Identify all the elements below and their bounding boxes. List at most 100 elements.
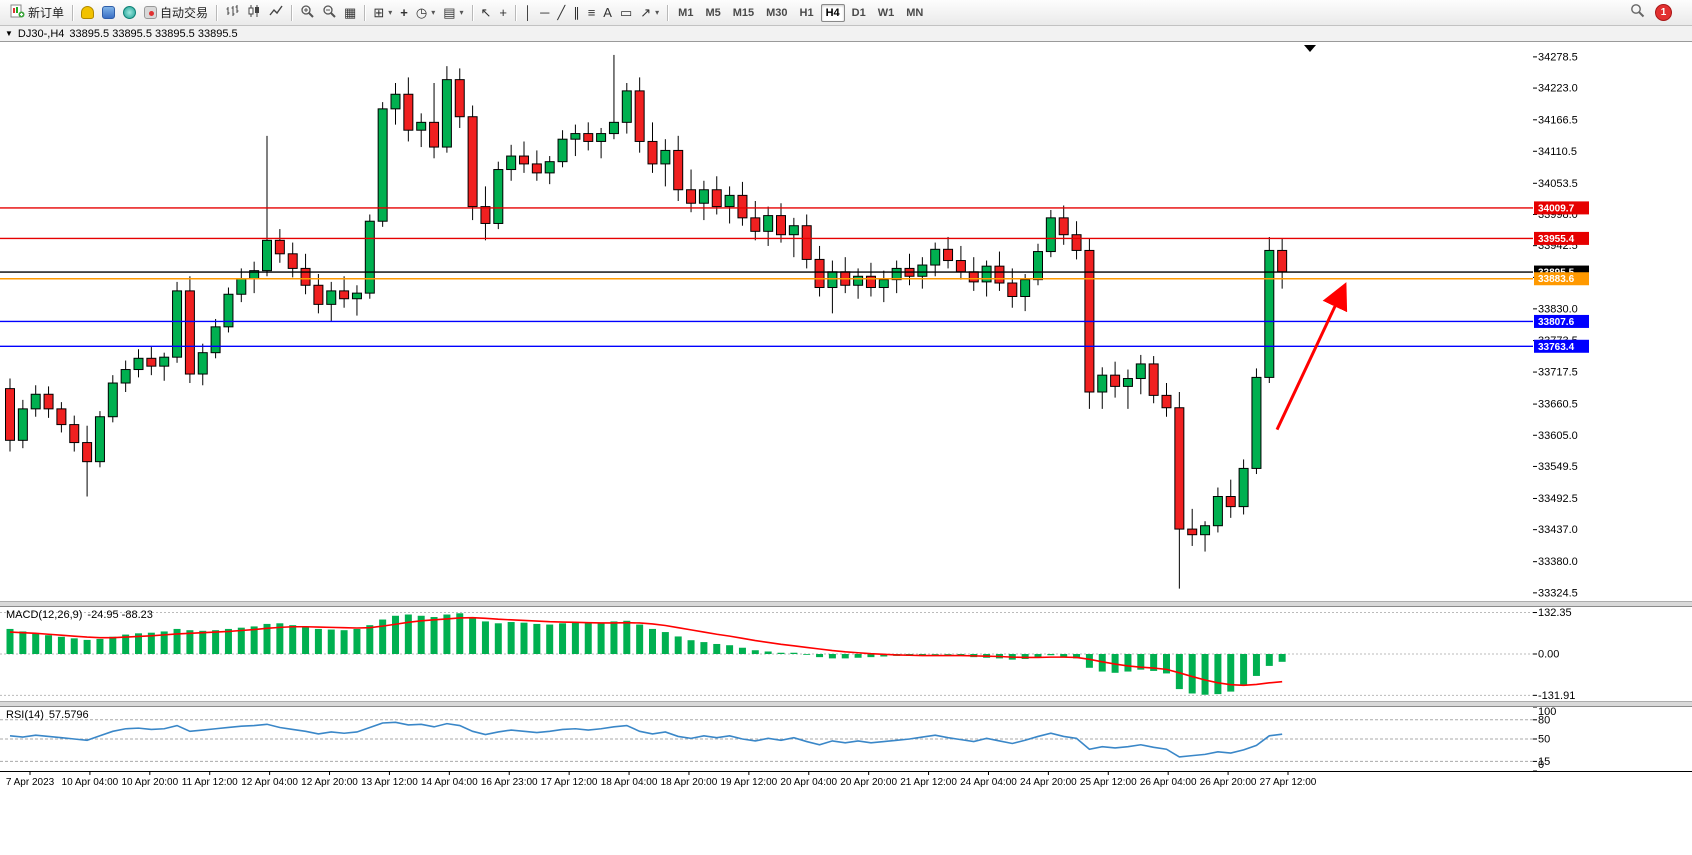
- autotrading-button-label: 自动交易: [160, 6, 209, 20]
- zoom-out-button[interactable]: [319, 3, 339, 23]
- zoom-out-icon: [322, 4, 336, 21]
- periods-button[interactable]: ◷ ▾: [413, 3, 438, 23]
- svg-text:33492.5: 33492.5: [1538, 493, 1578, 505]
- notifications-badge[interactable]: 1: [1655, 4, 1672, 21]
- toolbar-separator: [291, 4, 293, 21]
- vline-button[interactable]: │: [521, 3, 535, 23]
- svg-text:16 Apr 23:00: 16 Apr 23:00: [481, 777, 538, 788]
- channel-button[interactable]: ∥: [570, 3, 583, 23]
- chart-title-symbol: DJ30-,H4: [17, 27, 65, 40]
- search-icon[interactable]: [1630, 3, 1645, 23]
- dropdown-caret-icon: ▾: [459, 8, 464, 17]
- macd-indicator-title[interactable]: MACD(12,26,9) -24.95 -88.23: [6, 609, 153, 621]
- svg-text:12 Apr 20:00: 12 Apr 20:00: [301, 777, 358, 788]
- timeframe-w1-button[interactable]: W1: [877, 6, 895, 19]
- svg-text:33380.0: 33380.0: [1538, 556, 1578, 568]
- main-price-chart[interactable]: 34278.534223.034166.534110.534053.533998…: [0, 42, 1692, 601]
- panel-divider[interactable]: [0, 601, 1692, 607]
- dropdown-caret-icon: ▾: [655, 8, 660, 17]
- svg-text:33605.0: 33605.0: [1538, 430, 1578, 442]
- tile-windows-button[interactable]: ▦: [341, 3, 359, 23]
- timeframe-m1-button[interactable]: M1: [678, 6, 694, 19]
- svg-text:0.00: 0.00: [1538, 649, 1559, 661]
- indicators-button[interactable]: +: [397, 3, 411, 23]
- crosshair-icon: +: [499, 5, 508, 20]
- rsi-indicator-title[interactable]: RSI(14) 57.5796: [6, 709, 89, 721]
- metaeditor-button[interactable]: [78, 3, 97, 23]
- cursor-button[interactable]: ↖: [478, 3, 495, 23]
- line-chart-button[interactable]: [266, 3, 286, 23]
- dropdown-caret-icon: ▾: [431, 8, 436, 17]
- rsi-name: RSI(14): [6, 709, 44, 721]
- add-indicator-icon: +: [400, 5, 408, 20]
- panel-divider[interactable]: [0, 701, 1692, 707]
- toolbar-separator: [364, 4, 366, 21]
- rsi-line: [9, 721, 1283, 758]
- cursor-icon: ↖: [480, 5, 492, 20]
- toolbar-separator: [471, 4, 473, 21]
- svg-text:100: 100: [1538, 707, 1556, 718]
- svg-text:14 Apr 04:00: 14 Apr 04:00: [421, 777, 478, 788]
- svg-text:33549.5: 33549.5: [1538, 461, 1578, 473]
- svg-text:33324.5: 33324.5: [1538, 587, 1578, 599]
- svg-text:33830.0: 33830.0: [1538, 303, 1578, 315]
- toolbar-separator: [216, 4, 218, 21]
- text-button[interactable]: A: [600, 3, 615, 23]
- svg-text:10 Apr 04:00: 10 Apr 04:00: [62, 777, 119, 788]
- new-order-icon: [10, 4, 25, 21]
- candles-chart-button[interactable]: [244, 3, 264, 23]
- zoom-in-button[interactable]: [297, 3, 317, 23]
- collapse-icon[interactable]: ▼: [5, 29, 13, 38]
- rsi-value: 57.5796: [48, 709, 89, 721]
- templates-button[interactable]: ▤ ▾: [440, 3, 466, 23]
- macd-panel[interactable]: 132.35 0.00 -131.91: [0, 607, 1692, 701]
- autotrading-button[interactable]: 自动交易: [141, 3, 211, 23]
- signals-button[interactable]: [120, 3, 139, 23]
- timeframe-d1-button[interactable]: D1: [851, 6, 866, 19]
- bars-chart-button[interactable]: [222, 3, 242, 23]
- svg-text:10 Apr 20:00: 10 Apr 20:00: [121, 777, 178, 788]
- horizontal-price-lines[interactable]: [0, 207, 1533, 347]
- timeframe-mn-button[interactable]: MN: [906, 6, 924, 19]
- timeframe-h1-button[interactable]: H1: [799, 6, 814, 19]
- arrows-button[interactable]: ↗ ▾: [637, 3, 662, 23]
- horizontal-line-icon: ─: [540, 5, 550, 20]
- toolbar-separator: [72, 4, 74, 21]
- time-axis[interactable]: 7 Apr 2023 10 Apr 04:00 10 Apr 20:00 11 Apr…: [0, 771, 1692, 791]
- trendline-icon: ╱: [557, 5, 566, 20]
- crosshair-button[interactable]: +: [496, 3, 510, 23]
- svg-text:26 Apr 20:00: 26 Apr 20:00: [1200, 777, 1257, 788]
- tile-windows-icon: ▦: [344, 5, 357, 20]
- chart-shift-marker-icon[interactable]: [1304, 45, 1316, 52]
- svg-text:132.35: 132.35: [1538, 607, 1572, 619]
- new-chart-button[interactable]: ⊞ ▾: [370, 3, 395, 23]
- label-button[interactable]: ▭: [617, 3, 635, 23]
- svg-text:33660.5: 33660.5: [1538, 399, 1578, 411]
- svg-text:34166.5: 34166.5: [1538, 114, 1578, 126]
- trendline-button[interactable]: ╱: [554, 3, 568, 23]
- fibonacci-button[interactable]: ≡: [585, 3, 599, 23]
- new-order-button[interactable]: 新订单: [7, 3, 67, 23]
- chart-title-ohlc: 33895.5 33895.5 33895.5 33895.5: [69, 27, 238, 40]
- timeframe-m5-button[interactable]: M5: [705, 6, 721, 19]
- svg-text:33437.0: 33437.0: [1538, 524, 1578, 536]
- svg-text:27 Apr 12:00: 27 Apr 12:00: [1260, 777, 1317, 788]
- line-chart-icon: [269, 4, 283, 21]
- autotrading-icon: [144, 6, 158, 19]
- timeframe-m30-button[interactable]: M30: [766, 6, 788, 19]
- svg-text:7 Apr 2023: 7 Apr 2023: [6, 777, 55, 788]
- svg-text:15: 15: [1538, 756, 1550, 768]
- svg-text:25 Apr 12:00: 25 Apr 12:00: [1080, 777, 1137, 788]
- timeframe-h4-button[interactable]: H4: [820, 3, 845, 22]
- trend-arrow-annotation[interactable]: [1275, 282, 1348, 431]
- svg-text:33807.6: 33807.6: [1538, 317, 1575, 328]
- svg-text:18 Apr 04:00: 18 Apr 04:00: [601, 777, 658, 788]
- svg-text:34053.5: 34053.5: [1538, 178, 1578, 190]
- signals-icon: [123, 6, 137, 19]
- timeframe-m15-button[interactable]: M15: [732, 6, 755, 19]
- market-button[interactable]: [99, 3, 118, 23]
- hline-button[interactable]: ─: [537, 3, 552, 23]
- svg-text:12 Apr 04:00: 12 Apr 04:00: [241, 777, 298, 788]
- toolbar-right-group: 1: [1630, 3, 1672, 23]
